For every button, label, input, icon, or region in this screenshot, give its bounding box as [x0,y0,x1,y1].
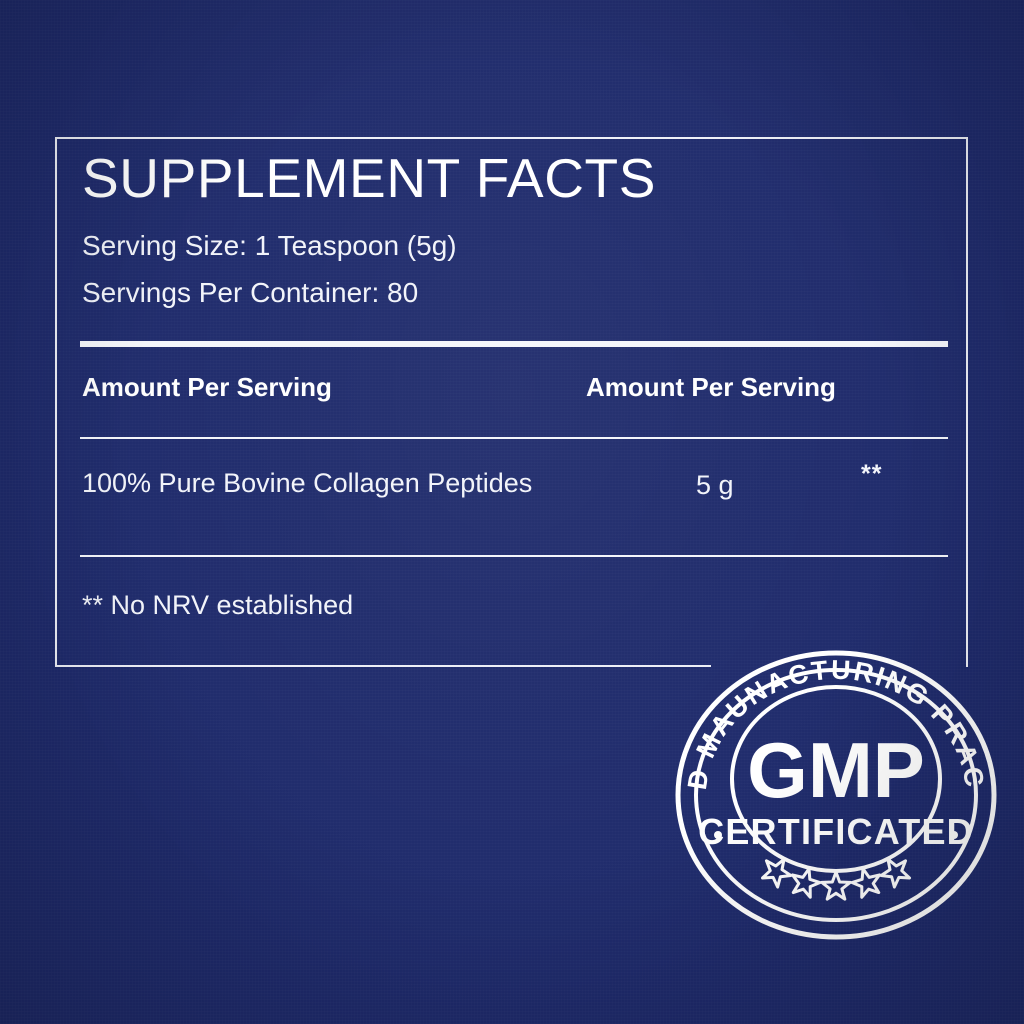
ingredient-daily-value: ** [861,460,883,488]
serving-size-text: Serving Size: 1 Teaspoon (5g) [82,230,457,261]
seal-acronym: GMP [747,726,925,814]
seal-inner-ring [694,668,978,922]
panel-title: SUPPLEMENT FACTS [82,147,656,209]
seal-star [879,857,912,889]
column-header-left: Amount Per Serving [82,372,332,402]
table-header-row: Amount Per Serving Amount Per Serving [82,372,962,412]
seal-star [820,870,852,901]
seal-dot-right [950,831,958,839]
seal-star [760,857,793,889]
rule-header-divider [80,437,948,439]
table-row: 100% Pure Bovine Collagen Peptides 5 g *… [82,460,962,512]
servings-per-container-text: Servings Per Container: 80 [82,277,419,308]
gmp-seal: GOOD MAUNACTURING PRACTICE GMP CERTIFICA… [672,645,1000,941]
seal-outer-ring [675,650,997,940]
footnote-text: ** No NRV established [82,590,354,620]
panel-border-bottom [55,665,711,667]
column-header-right: Amount Per Serving [586,372,836,402]
seal-star [790,867,822,899]
panel-border-top [55,137,968,139]
ingredient-amount: 5 g [696,470,734,500]
rule-footer-divider [80,555,948,557]
seal-subtitle: CERTIFICATED [698,811,974,852]
rule-thick-divider [80,341,948,347]
panel-border-left [55,137,57,667]
ingredient-name: 100% Pure Bovine Collagen Peptides [82,468,533,498]
panel-border-right [966,137,968,667]
seal-star [850,867,882,899]
seal-dot-left [714,831,722,839]
seal-star-row [760,857,912,901]
